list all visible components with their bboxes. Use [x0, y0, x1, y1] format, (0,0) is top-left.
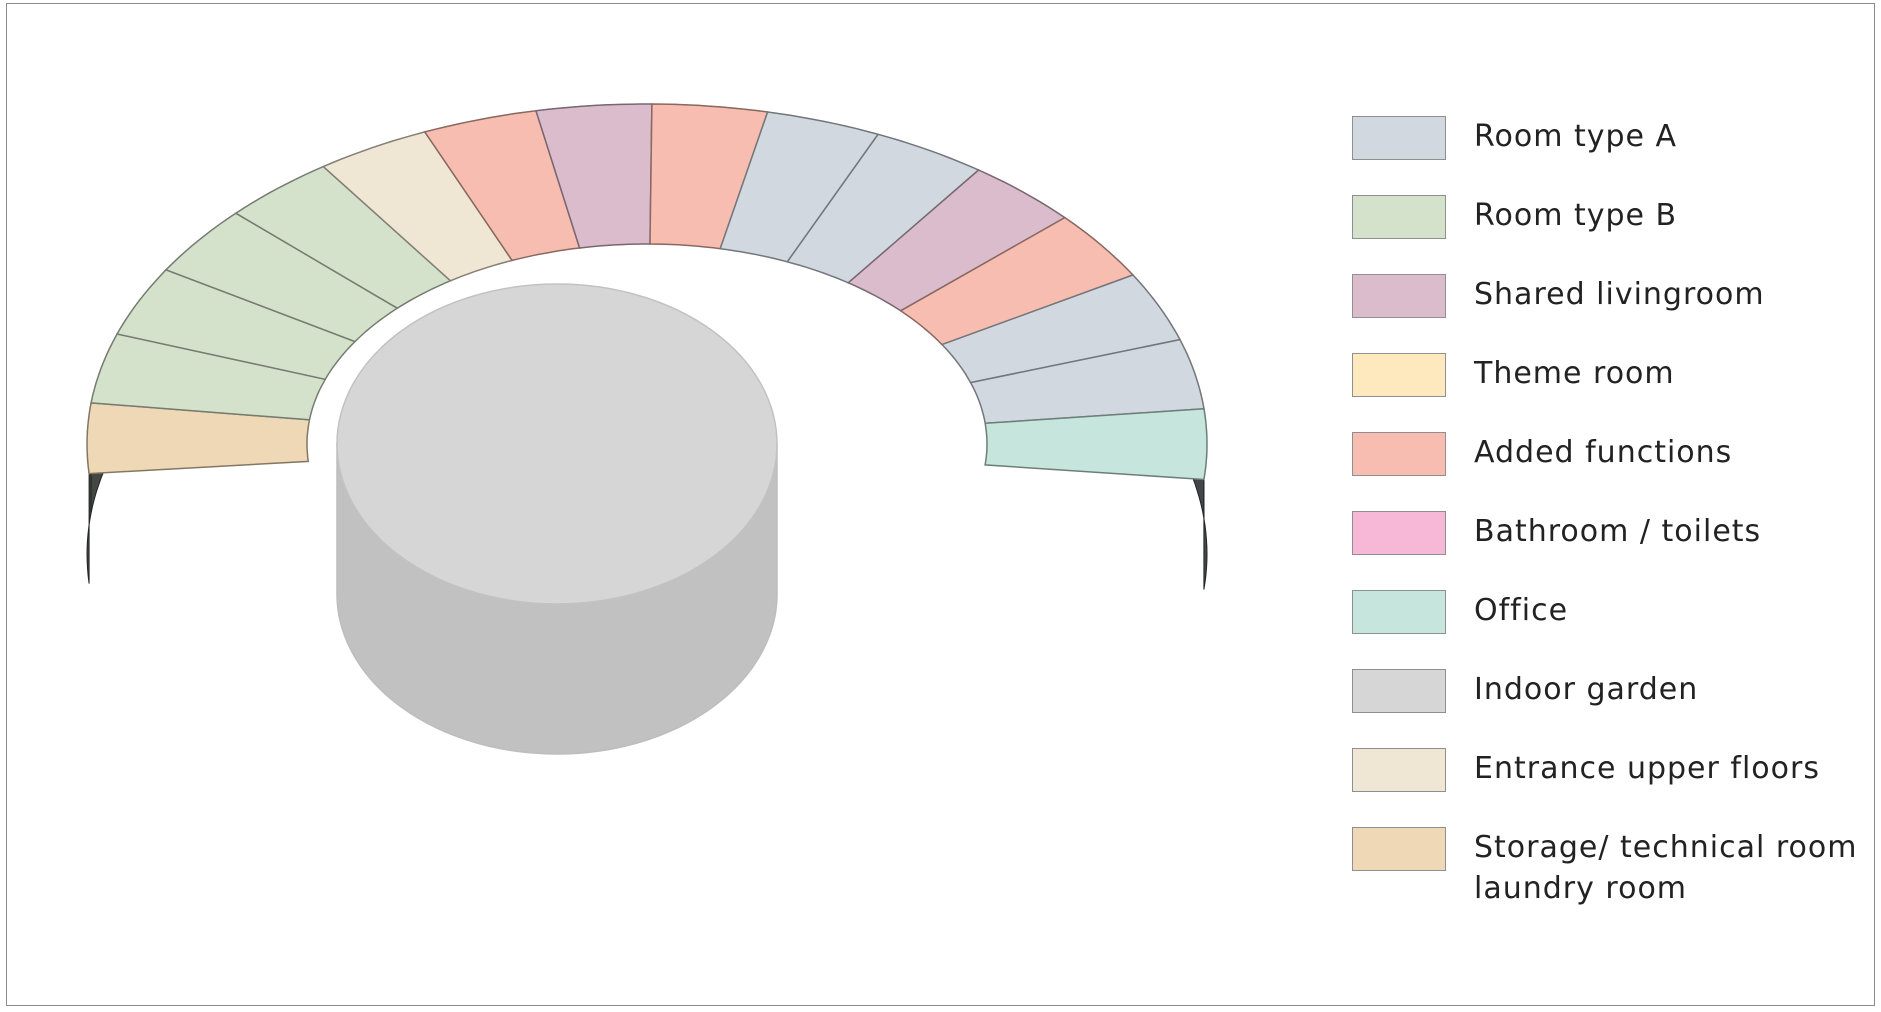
legend-swatch-room-type-a: [1352, 116, 1446, 160]
ring-top-faces: [86, 103, 1208, 481]
legend-swatch-shared-livingroom: [1352, 274, 1446, 318]
indoor-garden-top: [336, 283, 778, 605]
legend-item-storage-technical-laundry: Storage/ technical room laundry room: [1352, 825, 1872, 906]
legend-item-room-type-b: Room type B: [1352, 193, 1872, 272]
legend-swatch-entrance-upper-floors: [1352, 748, 1446, 792]
legend-swatch-office: [1352, 590, 1446, 634]
legend-item-office: Office: [1352, 588, 1872, 667]
legend-item-theme-room: Theme room: [1352, 351, 1872, 430]
legend-swatch-bathroom-toilets: [1352, 511, 1446, 555]
legend-label-added-functions: Added functions: [1474, 435, 1733, 470]
legend-label-indoor-garden: Indoor garden: [1474, 672, 1699, 707]
figure-frame: Room type A Room type B Shared livingroo…: [6, 3, 1875, 1006]
legend-label-office: Office: [1474, 593, 1569, 628]
legend-swatch-indoor-garden: [1352, 669, 1446, 713]
legend: Room type A Room type B Shared livingroo…: [1352, 114, 1872, 906]
legend-label-room-type-a: Room type A: [1474, 119, 1678, 154]
legend-swatch-room-type-b: [1352, 195, 1446, 239]
ring-floor-plan-diagram: [86, 103, 1208, 755]
legend-item-added-functions: Added functions: [1352, 430, 1872, 509]
legend-label-bathroom-toilets: Bathroom / toilets: [1474, 514, 1762, 549]
legend-label-room-type-b: Room type B: [1474, 198, 1678, 233]
legend-swatch-theme-room: [1352, 353, 1446, 397]
legend-item-indoor-garden: Indoor garden: [1352, 667, 1872, 746]
legend-label-theme-room: Theme room: [1474, 356, 1675, 391]
legend-item-shared-livingroom: Shared livingroom: [1352, 272, 1872, 351]
ring-segment-office: [984, 408, 1208, 481]
legend-label-entrance-upper-floors: Entrance upper floors: [1474, 751, 1820, 786]
indoor-garden: [336, 283, 778, 755]
legend-item-room-type-a: Room type A: [1352, 114, 1872, 193]
legend-item-bathroom-toilets: Bathroom / toilets: [1352, 509, 1872, 588]
legend-label-storage-technical-laundry: Storage/ technical room laundry room: [1474, 830, 1858, 906]
legend-item-entrance-upper-floors: Entrance upper floors: [1352, 746, 1872, 825]
legend-swatch-storage-technical-laundry: [1352, 827, 1446, 871]
legend-label-shared-livingroom: Shared livingroom: [1474, 277, 1765, 312]
legend-swatch-added-functions: [1352, 432, 1446, 476]
